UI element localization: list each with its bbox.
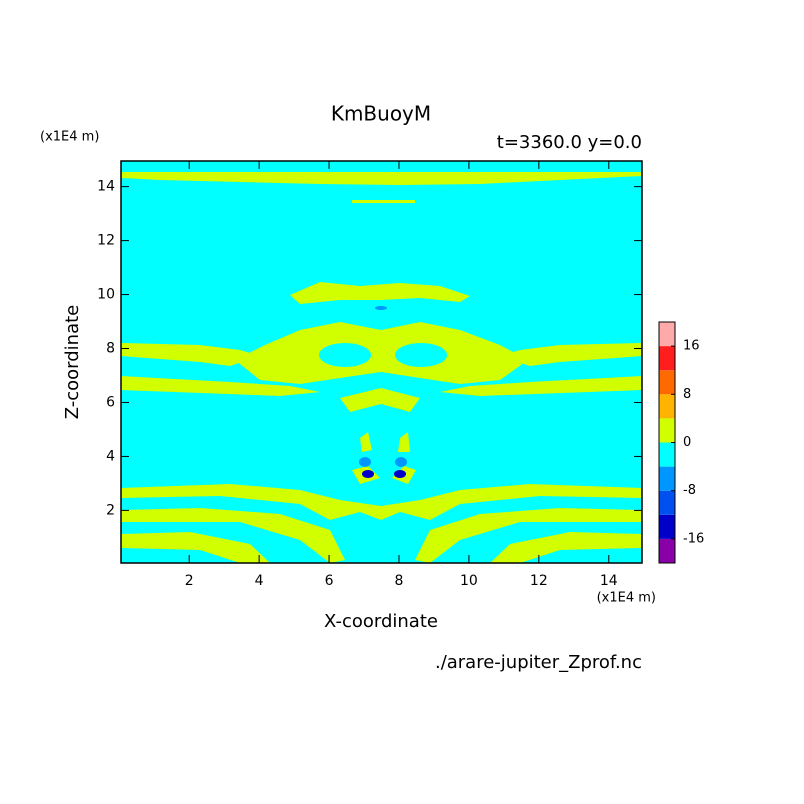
contour-region <box>360 432 372 452</box>
colorbar-tick-label: 0 <box>683 435 691 450</box>
colorbar-swatch <box>659 442 675 467</box>
colorbar-tick-label: -8 <box>683 483 696 498</box>
contour-region <box>359 457 371 467</box>
contour-region <box>121 343 260 366</box>
x-tick-label: 2 <box>185 573 194 589</box>
colorbar-swatch <box>659 538 675 563</box>
y-axis-label: Z-coordinate <box>62 305 83 420</box>
colorbar-swatch <box>659 466 675 491</box>
colorbar-swatch <box>659 394 675 419</box>
x-axis-label: X-coordinate <box>324 611 438 632</box>
contour-region <box>395 457 407 467</box>
source-label: ./arare-jupiter_Zprof.nc <box>435 652 642 673</box>
x-tick-label: 14 <box>600 573 618 589</box>
chart-subtitle: t=3360.0 y=0.0 <box>497 132 642 153</box>
contour-region <box>319 343 371 367</box>
contour-region <box>352 200 415 203</box>
y-tick-label: 6 <box>106 394 115 410</box>
contour-region <box>235 322 528 384</box>
contour-region <box>340 388 420 412</box>
contour-region <box>290 282 470 304</box>
contour-region <box>395 343 447 367</box>
contour-region <box>394 470 406 478</box>
colorbar-tick-label: 8 <box>683 387 691 402</box>
x-tick-label: 4 <box>255 573 264 589</box>
y-tick-label: 14 <box>97 179 115 195</box>
colorbar-tick-label: 16 <box>683 339 700 354</box>
contour-region <box>415 508 642 563</box>
contour-region <box>121 484 642 520</box>
contour-region <box>375 306 387 310</box>
y-tick-label: 12 <box>97 233 115 249</box>
contour-region <box>121 172 642 185</box>
x-unit: (x1E4 m) <box>597 591 656 606</box>
contour-region <box>121 376 320 396</box>
y-tick-label: 2 <box>106 502 115 518</box>
colorbar-swatch <box>659 490 675 515</box>
colorbar-tick-label: -16 <box>683 531 704 546</box>
x-tick-label: 12 <box>530 573 548 589</box>
contour-region <box>121 532 270 563</box>
colorbar-swatch <box>659 322 675 347</box>
colorbar-swatch <box>659 514 675 539</box>
chart-title: KmBuoyM <box>331 102 431 126</box>
contour-region <box>440 376 642 396</box>
y-unit: (x1E4 m) <box>40 130 99 145</box>
contour-region <box>398 432 410 452</box>
x-tick-label: 8 <box>395 573 404 589</box>
contour-region <box>121 508 345 563</box>
colorbar-swatch <box>659 418 675 443</box>
y-tick-label: 4 <box>106 448 115 464</box>
x-tick-label: 10 <box>460 573 478 589</box>
contour-field <box>121 161 642 563</box>
plot-frame <box>120 160 643 564</box>
contour-region <box>362 470 374 478</box>
y-tick-label: 8 <box>106 341 115 357</box>
contour-region <box>490 532 642 563</box>
x-tick-label: 6 <box>325 573 334 589</box>
contour-region <box>500 343 642 366</box>
y-tick-label: 10 <box>97 287 115 303</box>
colorbar-swatch <box>659 346 675 371</box>
colorbar-swatch <box>659 370 675 395</box>
